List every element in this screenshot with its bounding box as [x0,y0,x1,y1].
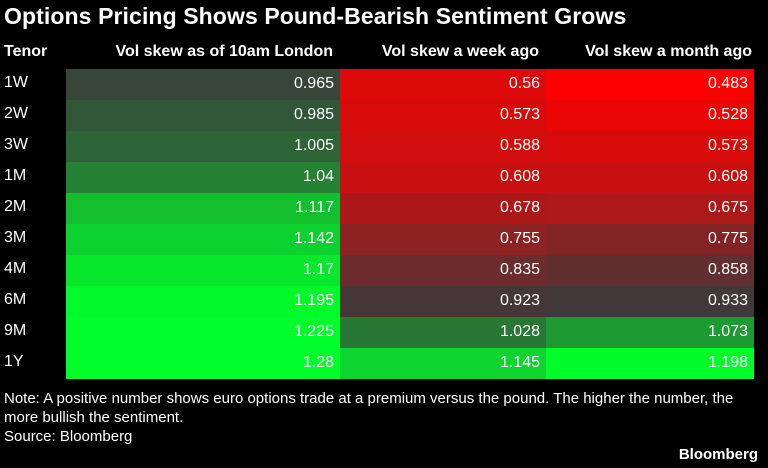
heatmap-cell: 0.675 [546,193,754,224]
cell-value: 0.858 [707,261,748,278]
cell-value: 0.678 [499,199,540,216]
heatmap-cell: 1.145 [340,348,546,379]
column-header-week-ago: Vol skew a week ago [381,43,539,60]
cell-value: 0.56 [508,75,540,92]
heatmap-cell: 1.142 [66,224,340,255]
tenor-label: 1M [4,167,27,184]
column-header-month-ago: Vol skew a month ago [585,43,752,60]
tenor-label: 3M [4,229,27,246]
heatmap-cell: 1.073 [546,317,754,348]
heatmap-cell: 1.225 [66,317,340,348]
table-row: 1Y 1.28 1.145 1.198 [0,348,768,379]
heatmap-cell: 0.573 [340,100,546,131]
heatmap-cell: 0.56 [340,69,546,100]
tenor-label: 2M [4,198,27,215]
heatmap-table: 1W 0.965 0.56 0.483 2W 0.985 0.573 0.528 3W 1.005… [0,69,768,379]
heatmap-cell: 0.755 [340,224,546,255]
cell-value: 0.483 [707,75,748,92]
cell-value: 1.225 [293,323,334,340]
row-header: Tenor [4,43,48,60]
cell-value: 0.775 [707,230,748,247]
heatmap-cell: 0.483 [546,69,754,100]
heatmap-cell: 0.608 [340,162,546,193]
heatmap-cell: 1.117 [66,193,340,224]
cell-value: 1.17 [302,261,334,278]
cell-value: 0.985 [293,106,334,123]
source-line: Source: Bloomberg [4,428,133,445]
cell-value: 1.005 [293,137,334,154]
cell-value: 1.145 [499,354,540,371]
tenor-label: 4M [4,260,27,277]
cell-value: 0.675 [707,199,748,216]
heatmap-cell: 1.04 [66,162,340,193]
heatmap-cell: 0.858 [546,255,754,286]
tenor-label: 1Y [4,353,24,370]
cell-value: 1.195 [293,292,334,309]
table-row: 1W 0.965 0.56 0.483 [0,69,768,100]
cell-value: 0.573 [707,137,748,154]
heatmap-cell: 0.835 [340,255,546,286]
cell-value: 0.573 [499,106,540,123]
table-row: 2W 0.985 0.573 0.528 [0,100,768,131]
cell-value: 1.028 [499,323,540,340]
tenor-label: 3W [4,136,28,153]
heatmap-cell: 0.933 [546,286,754,317]
heatmap-cell: 0.775 [546,224,754,255]
table-row: 4M 1.17 0.835 0.858 [0,255,768,286]
table-row: 1M 1.04 0.608 0.608 [0,162,768,193]
cell-value: 1.073 [707,323,748,340]
cell-value: 0.608 [707,168,748,185]
heatmap-cell: 1.195 [66,286,340,317]
heatmap-cell: 0.588 [340,131,546,162]
tenor-label: 9M [4,322,27,339]
bloomberg-logo: Bloomberg [678,446,758,463]
heatmap-cell: 1.005 [66,131,340,162]
tenor-label: 2W [4,105,28,122]
cell-value: 0.965 [293,75,334,92]
heatmap-cell: 0.528 [546,100,754,131]
heatmap-cell: 0.678 [340,193,546,224]
cell-value: 1.142 [293,230,334,247]
cell-value: 0.608 [499,168,540,185]
cell-value: 0.755 [499,230,540,247]
heatmap-cell: 0.608 [546,162,754,193]
cell-value: 1.28 [302,354,334,371]
table-row: 3W 1.005 0.588 0.573 [0,131,768,162]
tenor-label: 1W [4,74,28,91]
table-row: 9M 1.225 1.028 1.073 [0,317,768,348]
table-row: 2M 1.117 0.678 0.675 [0,193,768,224]
heatmap-cell: 0.965 [66,69,340,100]
column-header-current: Vol skew as of 10am London [115,43,333,60]
cell-value: 0.835 [499,261,540,278]
cell-value: 1.117 [295,199,334,216]
cell-value: 0.588 [499,137,540,154]
cell-value: 0.923 [499,292,540,309]
cell-value: 1.198 [707,354,748,371]
table-row: 6M 1.195 0.923 0.933 [0,286,768,317]
heatmap-cell: 1.028 [340,317,546,348]
heatmap-cell: 1.17 [66,255,340,286]
footnote: Note: A positive number shows euro optio… [4,390,734,426]
chart-title: Options Pricing Shows Pound-Bearish Sent… [4,3,627,29]
tenor-label: 6M [4,291,27,308]
heatmap-cell: 0.985 [66,100,340,131]
cell-value: 0.933 [707,292,748,309]
table-row: 3M 1.142 0.755 0.775 [0,224,768,255]
heatmap-cell: 1.28 [66,348,340,379]
heatmap-cell: 1.198 [546,348,754,379]
cell-value: 0.528 [707,106,748,123]
heatmap-cell: 0.573 [546,131,754,162]
heatmap-cell: 0.923 [340,286,546,317]
cell-value: 1.04 [302,168,334,185]
